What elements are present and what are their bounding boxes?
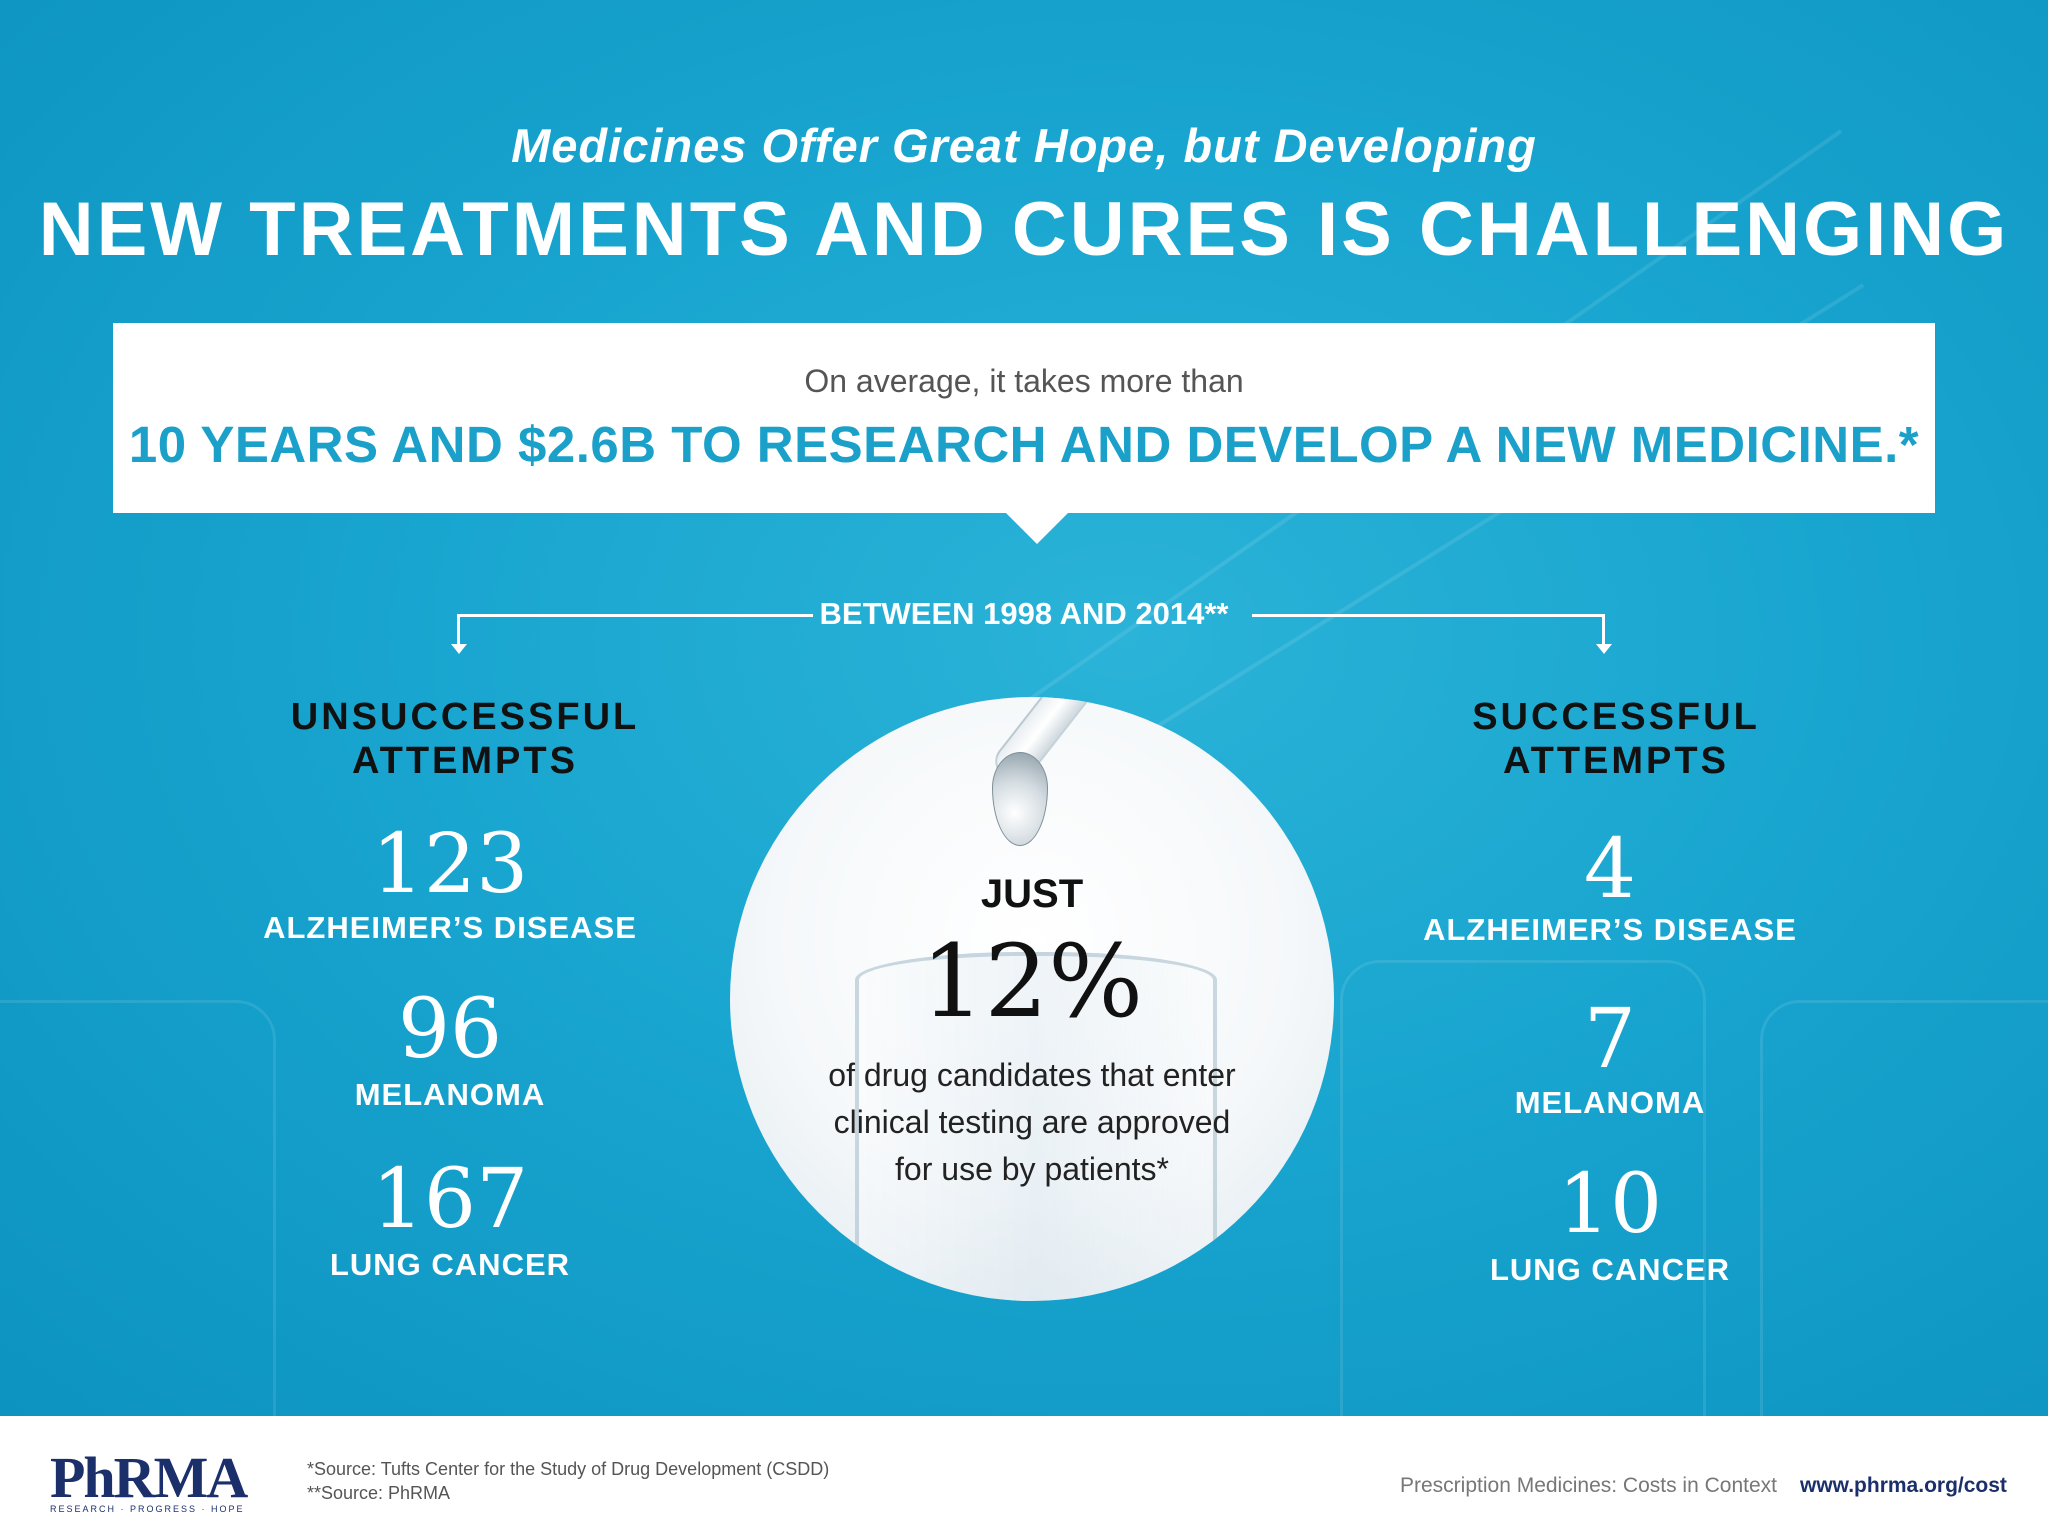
successful-lung-cancer-label: LUNG CANCER	[1489, 1252, 1731, 1287]
source-note-2: **Source: PhRMA	[307, 1483, 451, 1503]
successful-heading-line1: SUCCESSFUL	[1472, 696, 1760, 738]
approval-description-line1: of drug candidates that enter	[828, 1057, 1236, 1093]
callout-pointer	[1003, 510, 1071, 544]
successful-alzheimers-label: ALZHEIMER’S DISEASE	[1423, 912, 1797, 947]
footer: PhRMA RESEARCH · PROGRESS · HOPE *Source…	[0, 1416, 2048, 1536]
successful-heading: SUCCESSFUL ATTEMPTS	[1406, 695, 1826, 783]
background-glassware	[0, 1000, 276, 1416]
successful-alzheimers-value: 4	[1583, 822, 1637, 917]
unsuccessful-lung-cancer-label: LUNG CANCER	[329, 1247, 571, 1282]
approval-description-line2: clinical testing are approved	[833, 1104, 1231, 1140]
approval-description: of drug candidates that enter clinical t…	[790, 1052, 1274, 1193]
arrow-down-icon	[451, 644, 467, 654]
page-title: NEW TREATMENTS AND CURES IS CHALLENGING	[38, 187, 2010, 272]
bracket-line-right	[1252, 614, 1604, 617]
unsuccessful-lung-cancer-value: 167	[371, 1152, 529, 1247]
unsuccessful-alzheimers-value: 123	[371, 817, 529, 912]
background-glassware	[1760, 1000, 2048, 1416]
unsuccessful-melanoma-label: MELANOMA	[354, 1077, 546, 1112]
approval-description-line3: for use by patients*	[895, 1151, 1169, 1187]
footer-tagline: Prescription Medicines: Costs in Context	[1400, 1474, 1777, 1497]
successful-melanoma-label: MELANOMA	[1514, 1085, 1706, 1120]
unsuccessful-heading-line1: UNSUCCESSFUL	[290, 696, 640, 738]
callout-box: On average, it takes more than 10 YEARS …	[113, 323, 1935, 513]
footer-url-link[interactable]: www.phrma.org/cost	[1800, 1474, 2007, 1497]
arrow-down-icon	[1596, 644, 1612, 654]
subtitle: Medicines Offer Great Hope, but Developi…	[511, 119, 1537, 172]
period-label: BETWEEN 1998 AND 2014**	[819, 596, 1229, 631]
logo-tagline: RESEARCH · PROGRESS · HOPE	[50, 1504, 245, 1514]
beaker-image	[855, 952, 1217, 1301]
successful-heading-line2: ATTEMPTS	[1503, 740, 1729, 782]
bracket-drop-right	[1602, 614, 1605, 650]
background-glassware	[1340, 960, 1706, 1416]
bracket-drop-left	[457, 614, 460, 650]
unsuccessful-heading: UNSUCCESSFUL ATTEMPTS	[255, 695, 675, 783]
unsuccessful-alzheimers-label: ALZHEIMER’S DISEASE	[263, 910, 637, 945]
successful-lung-cancer-value: 10	[1557, 1157, 1663, 1252]
droplet-image	[992, 752, 1048, 846]
approval-percent: 12%	[920, 923, 1144, 1040]
unsuccessful-heading-line2: ATTEMPTS	[352, 740, 578, 782]
callout-intro: On average, it takes more than	[804, 363, 1244, 399]
successful-melanoma-value: 7	[1583, 992, 1637, 1087]
phrma-logo: PhRMA	[50, 1445, 248, 1510]
approval-prefix: JUST	[980, 872, 1084, 916]
bracket-line-left	[458, 614, 813, 617]
approval-rate-circle: JUST 12% of drug candidates that enter c…	[730, 697, 1334, 1301]
callout-headline: 10 YEARS AND $2.6B TO RESEARCH AND DEVEL…	[128, 416, 1920, 473]
unsuccessful-melanoma-value: 96	[397, 982, 503, 1077]
source-note-1: *Source: Tufts Center for the Study of D…	[307, 1459, 830, 1479]
